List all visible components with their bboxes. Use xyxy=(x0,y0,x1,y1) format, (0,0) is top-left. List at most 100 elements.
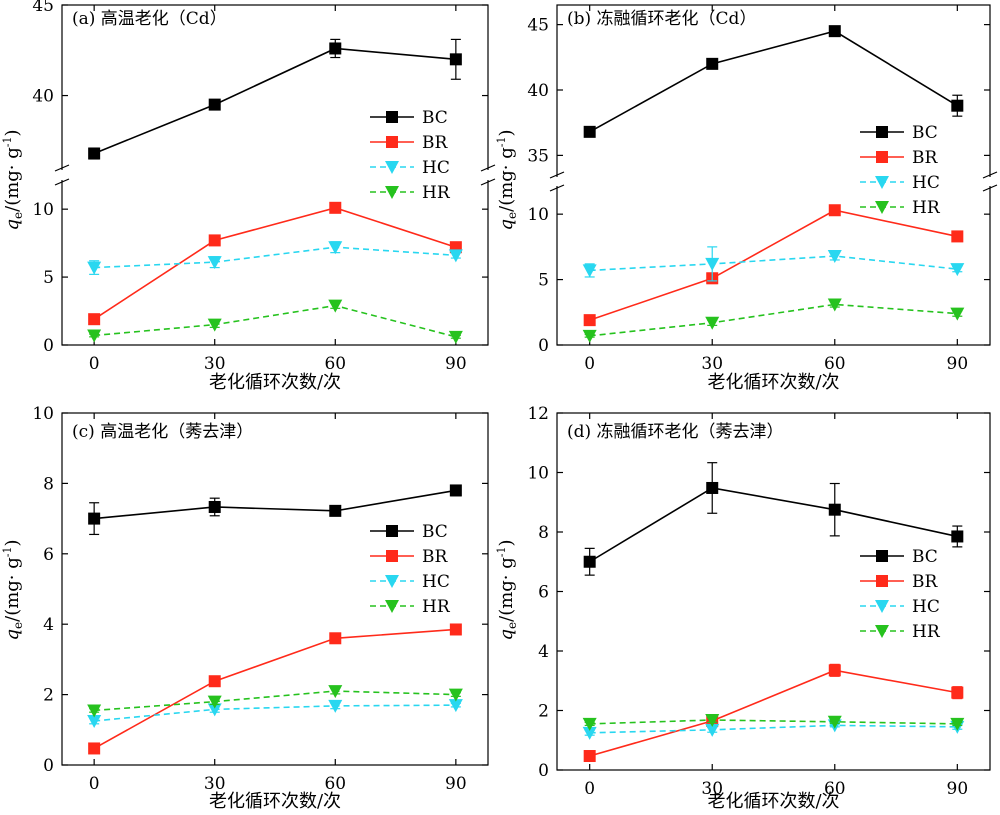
series-bc xyxy=(88,484,462,536)
series-line xyxy=(589,30,958,133)
y-tick-label: 0 xyxy=(43,756,54,776)
legend-label: HC xyxy=(422,158,450,178)
legend-marker xyxy=(876,550,888,562)
series-line xyxy=(589,209,958,321)
x-tick-label: 90 xyxy=(947,779,969,799)
data-point xyxy=(705,257,720,271)
series-br xyxy=(583,663,964,763)
y-tick-label: 2 xyxy=(43,686,54,706)
series-line xyxy=(94,704,456,722)
data-point xyxy=(208,675,221,688)
data-point xyxy=(329,42,342,55)
legend-marker xyxy=(385,186,399,199)
data-point xyxy=(950,307,965,321)
axis-break-gap xyxy=(982,177,998,186)
data-point xyxy=(828,664,841,677)
y-tick-label: 12 xyxy=(527,404,549,424)
panel-title: (d) 冻融循环老化（莠去津） xyxy=(567,422,784,442)
data-point xyxy=(87,261,102,275)
x-tick-label: 60 xyxy=(824,779,846,799)
data-point xyxy=(208,234,221,247)
data-point xyxy=(329,632,342,645)
legend-label: BR xyxy=(422,133,448,153)
y-tick-label: 10 xyxy=(527,205,549,225)
x-axis-label: 老化循环次数/次 xyxy=(209,372,341,393)
data-point xyxy=(88,313,101,326)
series-line xyxy=(589,669,958,757)
series-line xyxy=(93,206,457,320)
data-point xyxy=(951,230,964,243)
data-point xyxy=(448,249,463,263)
y-tick-label: 40 xyxy=(527,81,549,101)
legend-marker xyxy=(386,525,398,537)
x-tick-label: 30 xyxy=(204,774,226,794)
legend-marker xyxy=(385,161,399,174)
data-point xyxy=(208,500,221,513)
axis-break-mark xyxy=(480,164,496,172)
y-tick-label: 45 xyxy=(527,16,549,36)
legend-marker xyxy=(875,625,889,638)
data-point xyxy=(827,715,842,729)
y-tick-label: 8 xyxy=(43,474,54,494)
y-tick-label: 8 xyxy=(538,523,549,543)
data-point xyxy=(208,98,221,111)
y-tick-label: 0 xyxy=(538,761,549,781)
x-tick-label: 90 xyxy=(947,354,969,374)
y-tick-label: 10 xyxy=(32,200,54,220)
y-axis-label: qe/(mg· g-1) xyxy=(1,539,25,640)
series-hr xyxy=(87,685,463,718)
series-bc xyxy=(583,462,964,576)
data-point xyxy=(328,299,343,313)
data-point xyxy=(583,750,596,763)
x-tick-label: 0 xyxy=(89,354,100,374)
legend-marker xyxy=(876,575,888,587)
legend-label: HR xyxy=(912,622,941,642)
data-point xyxy=(448,688,463,702)
series-hr xyxy=(582,714,965,731)
data-point xyxy=(207,318,222,332)
data-point xyxy=(706,57,719,70)
data-point xyxy=(449,53,462,66)
data-point xyxy=(449,623,462,636)
data-point xyxy=(87,715,102,728)
x-tick-label: 30 xyxy=(204,354,226,374)
data-point xyxy=(583,314,596,327)
data-point xyxy=(582,264,597,278)
series-br xyxy=(583,204,964,327)
y-tick-label: 45 xyxy=(32,0,54,16)
legend-marker xyxy=(386,111,398,123)
series-hc xyxy=(582,246,965,282)
data-point xyxy=(328,241,343,255)
series-line xyxy=(589,724,958,734)
data-point xyxy=(706,481,719,494)
chart-panel-b: 0 30 60 90 0 5 10 35 40 45 BC BR HC HR (b) 冻融循环老化（Cd） 老… xyxy=(495,4,998,393)
legend-label: BR xyxy=(912,148,938,168)
x-tick-label: 60 xyxy=(324,774,346,794)
series-br xyxy=(88,623,462,755)
series-hr xyxy=(87,299,463,344)
legend-marker xyxy=(386,550,398,562)
series-bc xyxy=(583,25,964,138)
legend-marker xyxy=(386,136,398,148)
axis-break-mark xyxy=(549,184,565,192)
y-tick-label: 2 xyxy=(538,702,549,722)
series-line xyxy=(589,255,958,272)
y-axis-label: qe/(mg· g-1) xyxy=(1,129,25,230)
y-tick-label: 35 xyxy=(527,146,549,166)
data-point xyxy=(827,298,842,312)
legend: BC BR HC HR xyxy=(370,108,451,203)
legend-label: HR xyxy=(422,597,451,617)
series-bc xyxy=(88,38,462,160)
x-tick-label: 0 xyxy=(584,779,595,799)
data-point xyxy=(328,685,343,699)
data-point xyxy=(950,717,965,731)
y-tick-label: 6 xyxy=(43,545,54,565)
x-axis-label: 老化循环次数/次 xyxy=(707,372,839,393)
data-point xyxy=(951,530,964,543)
data-point xyxy=(329,504,342,517)
data-point xyxy=(329,201,342,214)
axis-break-mark xyxy=(982,184,998,192)
legend-marker xyxy=(875,176,889,189)
data-point xyxy=(448,330,463,344)
data-point xyxy=(951,99,964,112)
